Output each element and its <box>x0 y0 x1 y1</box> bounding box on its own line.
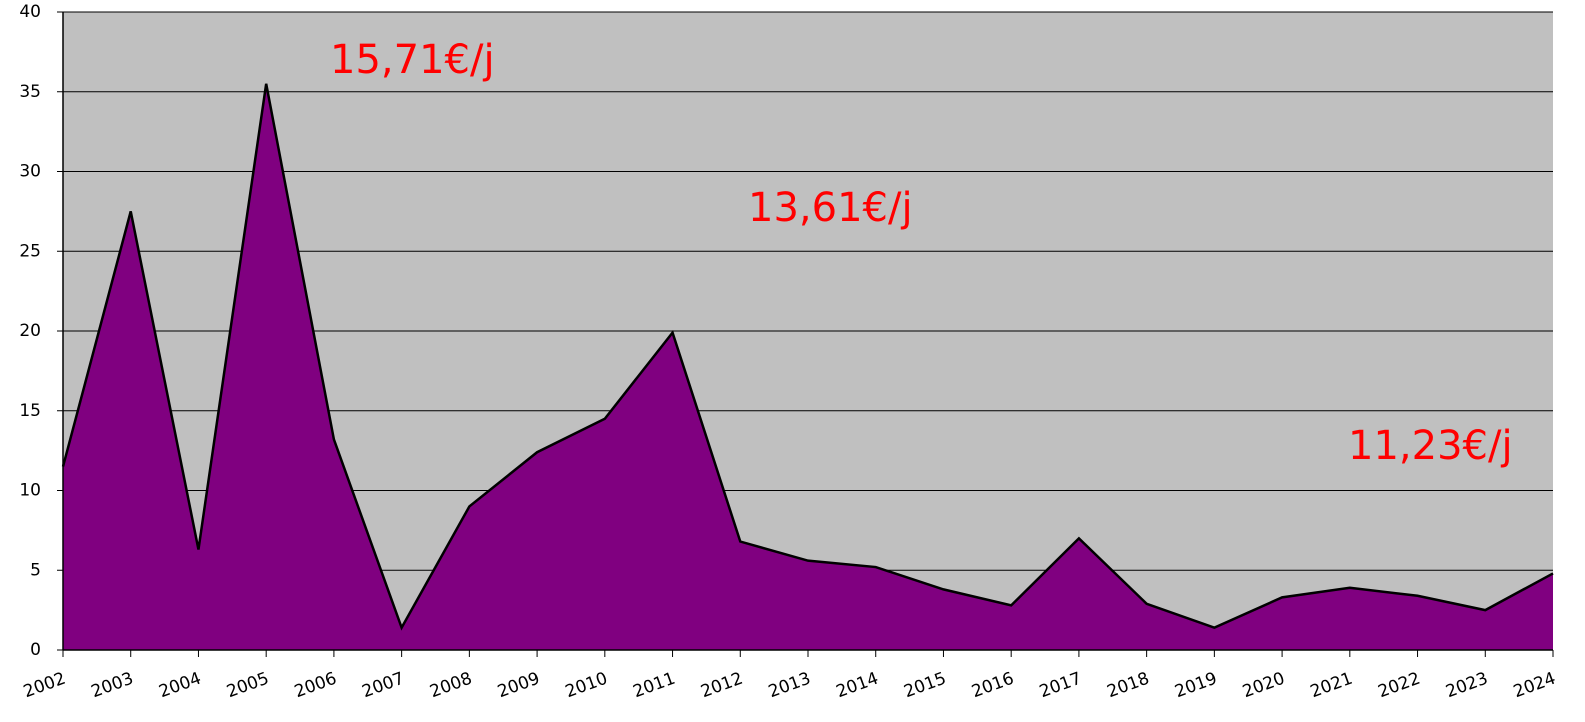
x-tick-label: 2022 <box>1375 669 1422 703</box>
x-tick-label: 2003 <box>89 669 136 703</box>
x-tick-label: 2017 <box>1037 669 1084 703</box>
y-tick-label: 15 <box>19 401 41 421</box>
y-tick-label: 10 <box>19 481 41 501</box>
y-tick-label: 25 <box>19 241 41 261</box>
annotation: 15,71€/j <box>330 37 495 83</box>
x-tick-label: 2011 <box>630 669 677 703</box>
y-tick-label: 35 <box>19 82 41 102</box>
x-tick-label: 2009 <box>495 669 542 703</box>
area <box>63 83 1553 650</box>
x-tick-label: 2002 <box>21 669 68 703</box>
y-tick-label: 0 <box>30 640 41 660</box>
annotation: 13,61€/j <box>748 185 913 231</box>
x-tick-label: 2014 <box>834 669 881 703</box>
area-line <box>61 83 1554 631</box>
x-tick-label: 2008 <box>427 669 474 703</box>
x-tick-label: 2019 <box>1172 669 1219 703</box>
y-tick-label: 30 <box>19 162 41 182</box>
x-tick-label: 2016 <box>969 669 1016 703</box>
x-tick-label: 2020 <box>1240 669 1287 703</box>
x-tick-label: 2021 <box>1308 669 1355 703</box>
x-tick-label: 2018 <box>1105 669 1152 703</box>
x-tick-label: 2024 <box>1511 669 1558 703</box>
x-tick-label: 2023 <box>1443 669 1490 703</box>
y-tick-label: 5 <box>30 560 41 580</box>
y-tick-label: 40 <box>19 2 41 22</box>
x-tick-label: 2010 <box>563 669 610 703</box>
x-tick-label: 2007 <box>360 669 407 703</box>
x-tick-label: 2012 <box>698 669 745 703</box>
x-tick-label: 2015 <box>901 669 948 703</box>
y-tick-label: 20 <box>19 321 41 341</box>
x-tick-label: 2005 <box>224 669 271 703</box>
annotation: 11,23€/j <box>1348 423 1513 469</box>
x-tick-label: 2004 <box>156 669 203 703</box>
x-tick-label: 2006 <box>292 669 339 703</box>
x-tick-label: 2013 <box>766 669 813 703</box>
